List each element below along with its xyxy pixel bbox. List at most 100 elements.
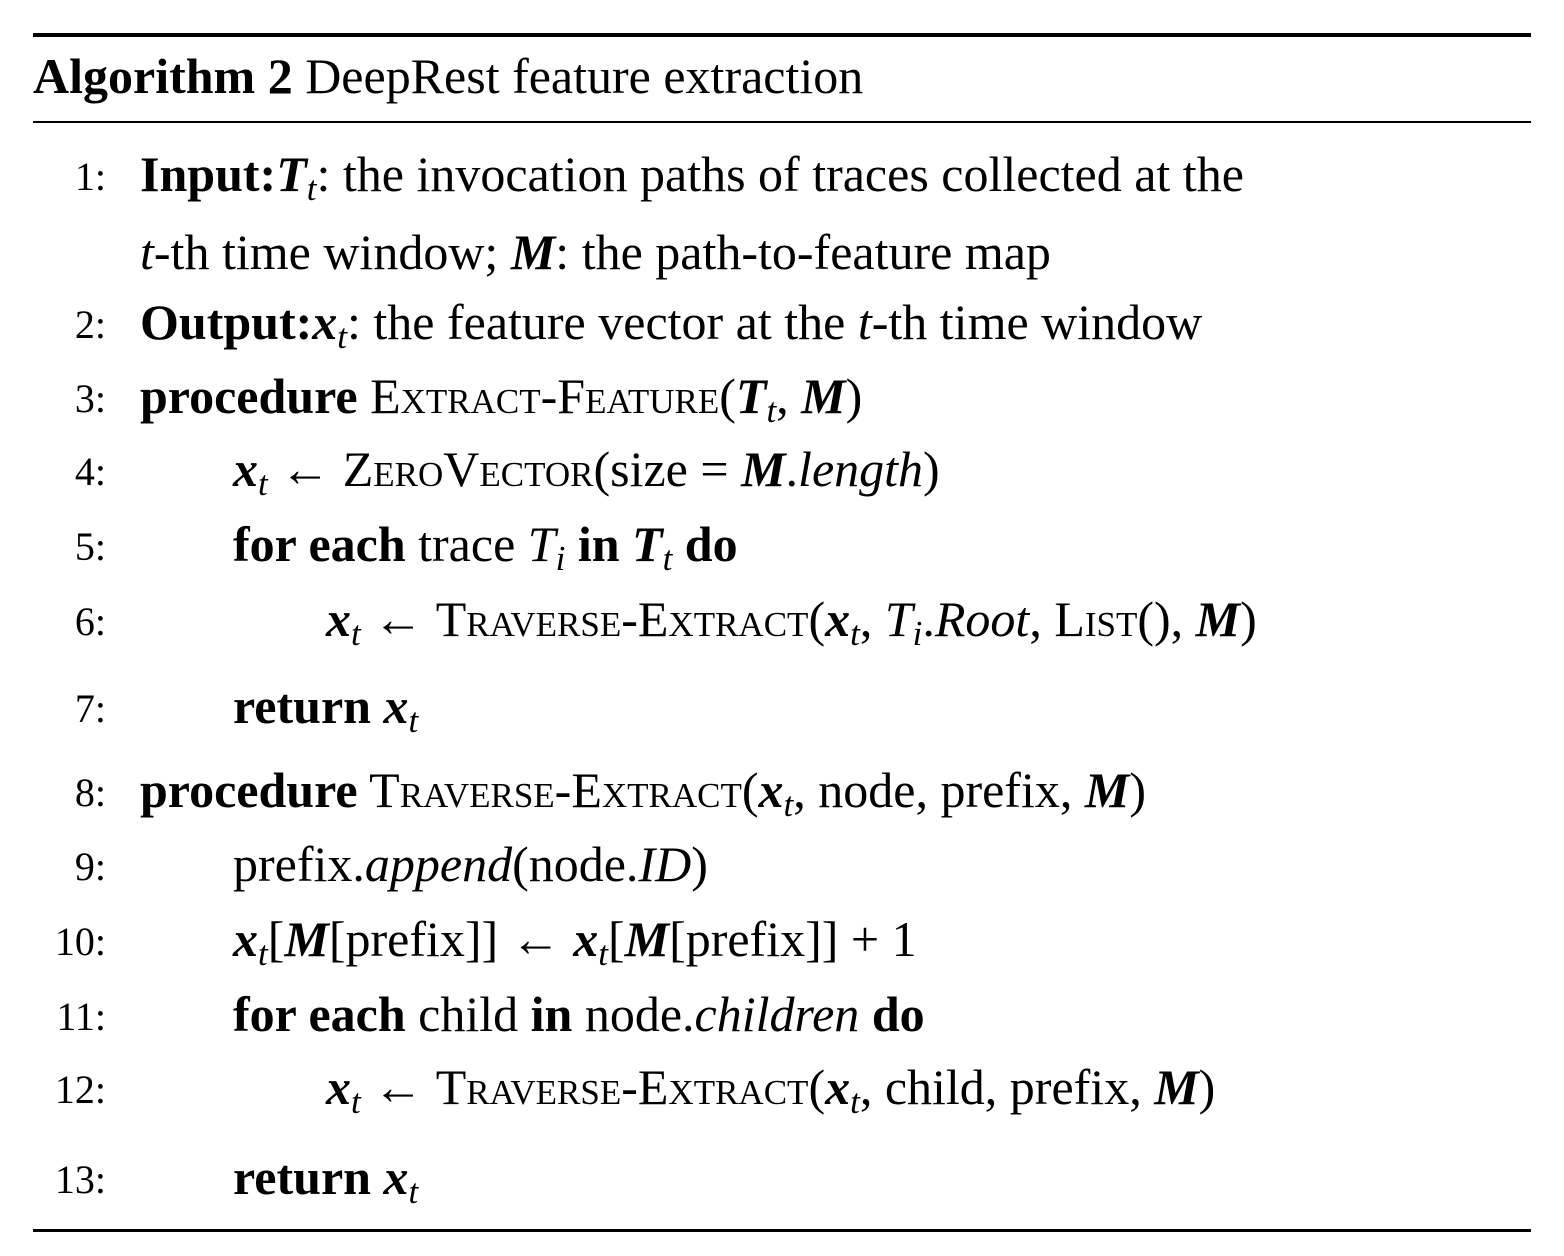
code-line: Input:Tt: the invocation paths of traces… [140, 138, 1244, 288]
code-token: ) [1240, 591, 1257, 647]
code-token: t [783, 784, 794, 824]
code-token: x [758, 762, 784, 818]
code-token: append [364, 836, 513, 892]
code-token: for each [233, 986, 406, 1042]
code-token: -th time window [871, 294, 1203, 350]
code-token: (), [1137, 591, 1196, 647]
line-number: 12: [54, 1067, 106, 1112]
code-token: children [694, 986, 860, 1042]
code-token: x [383, 1149, 409, 1205]
code-token: do [672, 516, 738, 572]
code-token: t [408, 700, 419, 740]
code-token: [prefix]] ← [328, 911, 574, 967]
code-token: M [510, 224, 556, 280]
code-token: t [140, 224, 154, 280]
line-number: 4: [74, 449, 106, 494]
code-token: : the invocation paths of traces collect… [316, 146, 1244, 202]
code-token: ) [1198, 1059, 1216, 1115]
code-line: for each trace Ti in Tt do [233, 508, 738, 586]
line-number: 2: [74, 302, 106, 347]
code-token: M [1154, 1059, 1199, 1115]
code-token: procedure [140, 762, 358, 818]
code-token: ) [691, 836, 708, 892]
code-token: M [741, 441, 786, 497]
code-token: t [408, 1171, 419, 1211]
code-token: , child, prefix, [859, 1059, 1155, 1115]
line-number: 11: [56, 994, 106, 1039]
algorithm-label: Algorithm 2 [33, 48, 293, 104]
code-token: ) [923, 441, 940, 497]
code-token: t [857, 294, 872, 350]
code-token: for each [233, 516, 406, 572]
code-line: Output:xt: the feature vector at the t-t… [140, 286, 1202, 364]
line-number: 1: [74, 154, 106, 199]
code-token: Traverse-Extract [435, 591, 809, 647]
code-token: ( [808, 591, 826, 647]
code-token: [prefix]] + 1 [669, 911, 917, 967]
code-token: , [1029, 591, 1055, 647]
code-token: t [258, 933, 268, 973]
code-token: : the feature vector at the [347, 294, 858, 350]
code-token: . [785, 441, 799, 497]
code-token: M [284, 911, 329, 967]
code-token: , node, prefix, [793, 762, 1085, 818]
code-token: Extract-Feature [357, 368, 720, 424]
code-line: for each child in node.children do [233, 978, 925, 1050]
code-token: x [233, 441, 258, 497]
code-line: xt ← ZeroVector(size = M.length) [233, 433, 940, 511]
code-token: child [405, 986, 531, 1042]
code-token: t [662, 538, 673, 578]
code-token: t [351, 1081, 361, 1121]
code-token: x [312, 294, 338, 350]
code-token: t [258, 463, 268, 503]
code-token: Root [934, 591, 1030, 647]
code-token: [ [267, 911, 285, 967]
code-token: in [565, 516, 633, 572]
code-line: procedure Traverse-Extract(xt, node, pre… [140, 754, 1146, 832]
code-token: : the path-to-feature map [555, 224, 1051, 280]
code-line: procedure Extract-Feature(Tt, M) [140, 360, 862, 438]
code-token: Traverse-Extract [357, 762, 742, 818]
code-token: ID [638, 836, 692, 892]
code-token: x [383, 678, 409, 734]
code-token: M [624, 911, 670, 967]
code-token: t [306, 168, 317, 208]
code-token: t [598, 933, 608, 973]
code-token: i [912, 613, 923, 653]
code-token: t [850, 1081, 860, 1121]
code-token: ZeroVector [342, 441, 594, 497]
code-token: Traverse-Extract [435, 1059, 809, 1115]
code-token: M [1084, 762, 1130, 818]
code-token: x [573, 911, 599, 967]
code-token: Output: [140, 294, 313, 350]
code-token: ( [719, 368, 736, 424]
code-token: T [735, 368, 767, 424]
bottom-rule [33, 1229, 1531, 1232]
line-number: 8: [74, 770, 106, 815]
code-token: t [337, 316, 347, 356]
code-line: return xt [233, 670, 418, 748]
code-line: return xt [233, 1141, 418, 1219]
code-token: procedure [140, 368, 358, 424]
code-line: xt ← Traverse-Extract(xt, child, prefix,… [326, 1051, 1215, 1129]
code-token: ) [845, 368, 863, 424]
code-token: x [233, 911, 258, 967]
line-number: 10: [54, 919, 106, 964]
code-token: T [276, 146, 307, 202]
code-token: t [351, 613, 361, 653]
code-token: . [922, 591, 935, 647]
code-line: xt[M[prefix]] ← xt[M[prefix]] + 1 [233, 903, 917, 981]
code-token: node. [572, 986, 695, 1042]
code-token: (size = [593, 441, 742, 497]
code-token: , [776, 368, 802, 424]
code-token: ) [1129, 762, 1146, 818]
code-line: prefix.append(node.ID) [233, 828, 708, 900]
line-number: 6: [74, 599, 106, 644]
line-number: 5: [74, 524, 106, 569]
code-token: ← [267, 441, 343, 497]
code-token: T [632, 516, 663, 572]
code-token: do [859, 986, 925, 1042]
code-token: return [233, 1149, 384, 1205]
code-token: ( [808, 1059, 826, 1115]
code-token: x [326, 1059, 351, 1115]
